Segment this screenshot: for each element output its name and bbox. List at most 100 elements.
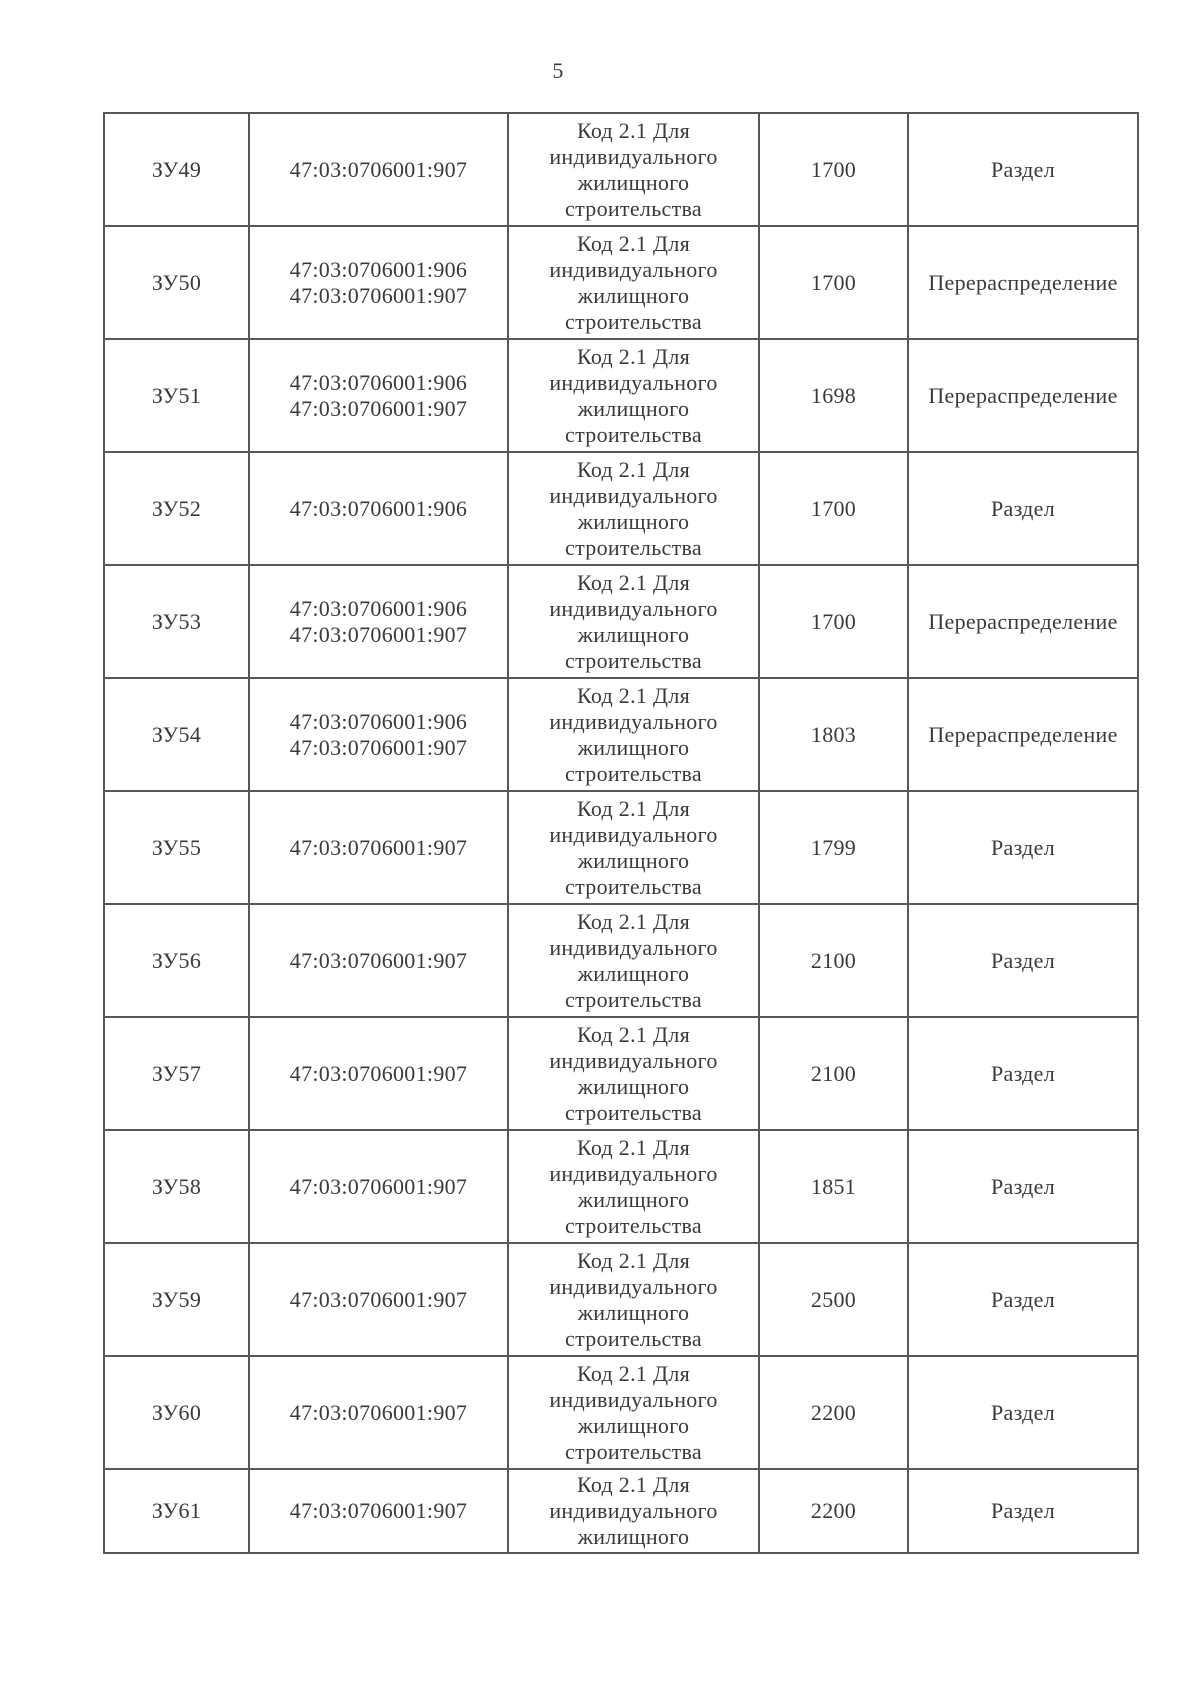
cell-permitted-use: Код 2.1 Для индивидуального жилищного строи… xyxy=(507,1016,760,1131)
cell-formation-action: Перераспределение xyxy=(907,677,1139,792)
cell-permitted-use-line: жилищного xyxy=(577,395,690,421)
cell-plot-id-line: ЗУ54 xyxy=(151,721,202,747)
cell-permitted-use-line: строительства xyxy=(565,534,702,560)
cell-cadastral-numbers-line: 47:03:0706001:907 xyxy=(289,1399,468,1425)
cell-plot-id-line: ЗУ60 xyxy=(151,1399,202,1425)
cell-permitted-use-line: Код 2.1 Для xyxy=(576,230,691,256)
cell-cadastral-numbers-line: 47:03:0706001:907 xyxy=(289,1498,468,1523)
cell-formation-action-line: Раздел xyxy=(990,834,1056,860)
cell-permitted-use-line: строительства xyxy=(565,986,702,1012)
cell-permitted-use-line: индивидуального xyxy=(549,821,718,847)
cell-plot-id: ЗУ51 xyxy=(103,338,250,453)
cell-plot-id: ЗУ52 xyxy=(103,451,250,566)
land-plots-table: ЗУ49 47:03:0706001:907 Код 2.1 Для индивиду… xyxy=(103,112,1139,1554)
cell-permitted-use: Код 2.1 Для индивидуального жилищного строи… xyxy=(507,451,760,566)
cell-formation-action: Раздел xyxy=(907,1129,1139,1244)
cell-cadastral-numbers-line: 47:03:0706001:907 xyxy=(289,1060,468,1086)
cell-cadastral-numbers: 47:03:0706001:906 xyxy=(248,451,509,566)
table-row: ЗУ56 47:03:0706001:907 Код 2.1 Для индивиду… xyxy=(103,903,1139,1018)
cell-formation-action-line: Раздел xyxy=(990,495,1056,521)
cell-permitted-use-line: индивидуального xyxy=(549,1273,718,1299)
cell-plot-id-line: ЗУ61 xyxy=(151,1498,202,1523)
page-header: 5 xyxy=(0,0,1116,84)
cell-permitted-use-line: индивидуального xyxy=(549,1047,718,1073)
cell-cadastral-numbers-line: 47:03:0706001:907 xyxy=(289,734,468,760)
cell-formation-action: Перераспределение xyxy=(907,225,1139,340)
cell-area: 1700 xyxy=(758,112,909,227)
table-row: ЗУ51 47:03:0706001:906 47:03:0706001:907 Ко… xyxy=(103,338,1139,453)
cell-plot-id-line: ЗУ52 xyxy=(151,495,202,521)
cell-permitted-use-line: индивидуального xyxy=(549,934,718,960)
cell-permitted-use-line: Код 2.1 Для xyxy=(576,1360,691,1386)
cell-permitted-use-line: жилищного xyxy=(577,508,690,534)
cell-permitted-use-line: строительства xyxy=(565,1099,702,1125)
cell-permitted-use-line: строительства xyxy=(565,1212,702,1238)
cell-formation-action: Раздел xyxy=(907,790,1139,905)
cell-permitted-use: Код 2.1 Для индивидуального жилищного строи… xyxy=(507,564,760,679)
cell-cadastral-numbers-line: 47:03:0706001:907 xyxy=(289,1286,468,1312)
cell-area-line: 2200 xyxy=(810,1498,857,1523)
cell-formation-action: Перераспределение xyxy=(907,564,1139,679)
cell-plot-id: ЗУ56 xyxy=(103,903,250,1018)
cell-formation-action: Раздел xyxy=(907,1242,1139,1357)
cell-area-line: 1698 xyxy=(810,382,857,408)
land-plots-table-body: ЗУ49 47:03:0706001:907 Код 2.1 Для индивиду… xyxy=(103,112,1139,1554)
cell-plot-id: ЗУ49 xyxy=(103,112,250,227)
cell-cadastral-numbers: 47:03:0706001:907 xyxy=(248,1016,509,1131)
cell-permitted-use-line: жилищного xyxy=(577,734,690,760)
cell-cadastral-numbers-line: 47:03:0706001:906 xyxy=(289,708,468,734)
cell-cadastral-numbers: 47:03:0706001:907 xyxy=(248,1129,509,1244)
cell-area-line: 2100 xyxy=(810,947,857,973)
cell-area: 1700 xyxy=(758,225,909,340)
cell-permitted-use: Код 2.1 Для индивидуального жилищного строи… xyxy=(507,225,760,340)
cell-formation-action: Раздел xyxy=(907,1468,1139,1554)
cell-cadastral-numbers-line: 47:03:0706001:907 xyxy=(289,282,468,308)
cell-formation-action-line: Раздел xyxy=(990,156,1056,182)
cell-permitted-use-line: Код 2.1 Для xyxy=(576,117,691,143)
cell-cadastral-numbers-line: 47:03:0706001:907 xyxy=(289,1173,468,1199)
table-row: ЗУ53 47:03:0706001:906 47:03:0706001:907 Ко… xyxy=(103,564,1139,679)
cell-cadastral-numbers-line: 47:03:0706001:907 xyxy=(289,947,468,973)
cell-formation-action: Раздел xyxy=(907,1355,1139,1470)
cell-permitted-use-line: Код 2.1 Для xyxy=(576,1134,691,1160)
cell-formation-action-line: Перераспределение xyxy=(928,382,1118,408)
cell-plot-id-line: ЗУ51 xyxy=(151,382,202,408)
cell-permitted-use: Код 2.1 Для индивидуального жилищного строи… xyxy=(507,677,760,792)
cell-formation-action-line: Раздел xyxy=(990,1286,1056,1312)
cell-permitted-use: Код 2.1 Для индивидуального жилищного строи… xyxy=(507,790,760,905)
cell-formation-action-line: Раздел xyxy=(990,947,1056,973)
cell-plot-id: ЗУ61 xyxy=(103,1468,250,1554)
cell-permitted-use-line: Код 2.1 Для xyxy=(576,795,691,821)
cell-permitted-use-line: строительства xyxy=(565,760,702,786)
document-page: 5 ЗУ49 47:03:0706001:907 Код 2.1 Для индиви… xyxy=(0,0,1139,1554)
cell-area-line: 1803 xyxy=(810,721,857,747)
cell-plot-id-line: ЗУ58 xyxy=(151,1173,202,1199)
cell-permitted-use-line: Код 2.1 Для xyxy=(576,343,691,369)
cell-permitted-use-line: строительства xyxy=(565,195,702,221)
cell-permitted-use-line: индивидуального xyxy=(549,708,718,734)
cell-cadastral-numbers: 47:03:0706001:907 xyxy=(248,112,509,227)
cell-area-line: 1799 xyxy=(810,834,857,860)
cell-permitted-use-line: Код 2.1 Для xyxy=(576,1472,691,1497)
table-row: ЗУ61 47:03:0706001:907 Код 2.1 Для индивиду… xyxy=(103,1468,1139,1554)
cell-permitted-use-line: жилищного xyxy=(577,1524,690,1549)
cell-permitted-use-line: строительства xyxy=(565,308,702,334)
table-row: ЗУ54 47:03:0706001:906 47:03:0706001:907 Ко… xyxy=(103,677,1139,792)
cell-cadastral-numbers-line: 47:03:0706001:907 xyxy=(289,156,468,182)
cell-permitted-use-line: Код 2.1 Для xyxy=(576,1247,691,1273)
cell-plot-id: ЗУ53 xyxy=(103,564,250,679)
table-row: ЗУ55 47:03:0706001:907 Код 2.1 Для индивиду… xyxy=(103,790,1139,905)
cell-cadastral-numbers: 47:03:0706001:907 xyxy=(248,1242,509,1357)
table-row: ЗУ59 47:03:0706001:907 Код 2.1 Для индивиду… xyxy=(103,1242,1139,1357)
cell-plot-id-line: ЗУ56 xyxy=(151,947,202,973)
cell-permitted-use: Код 2.1 Для индивидуального жилищного строи… xyxy=(507,1129,760,1244)
cell-cadastral-numbers: 47:03:0706001:907 xyxy=(248,1355,509,1470)
table-row: ЗУ60 47:03:0706001:907 Код 2.1 Для индивиду… xyxy=(103,1355,1139,1470)
cell-permitted-use-line: жилищного xyxy=(577,621,690,647)
cell-permitted-use-line: строительства xyxy=(565,873,702,899)
cell-area: 1700 xyxy=(758,451,909,566)
cell-permitted-use-line: Код 2.1 Для xyxy=(576,908,691,934)
cell-cadastral-numbers-line: 47:03:0706001:906 xyxy=(289,369,468,395)
cell-formation-action-line: Раздел xyxy=(990,1173,1056,1199)
page-number: 5 xyxy=(552,58,564,83)
